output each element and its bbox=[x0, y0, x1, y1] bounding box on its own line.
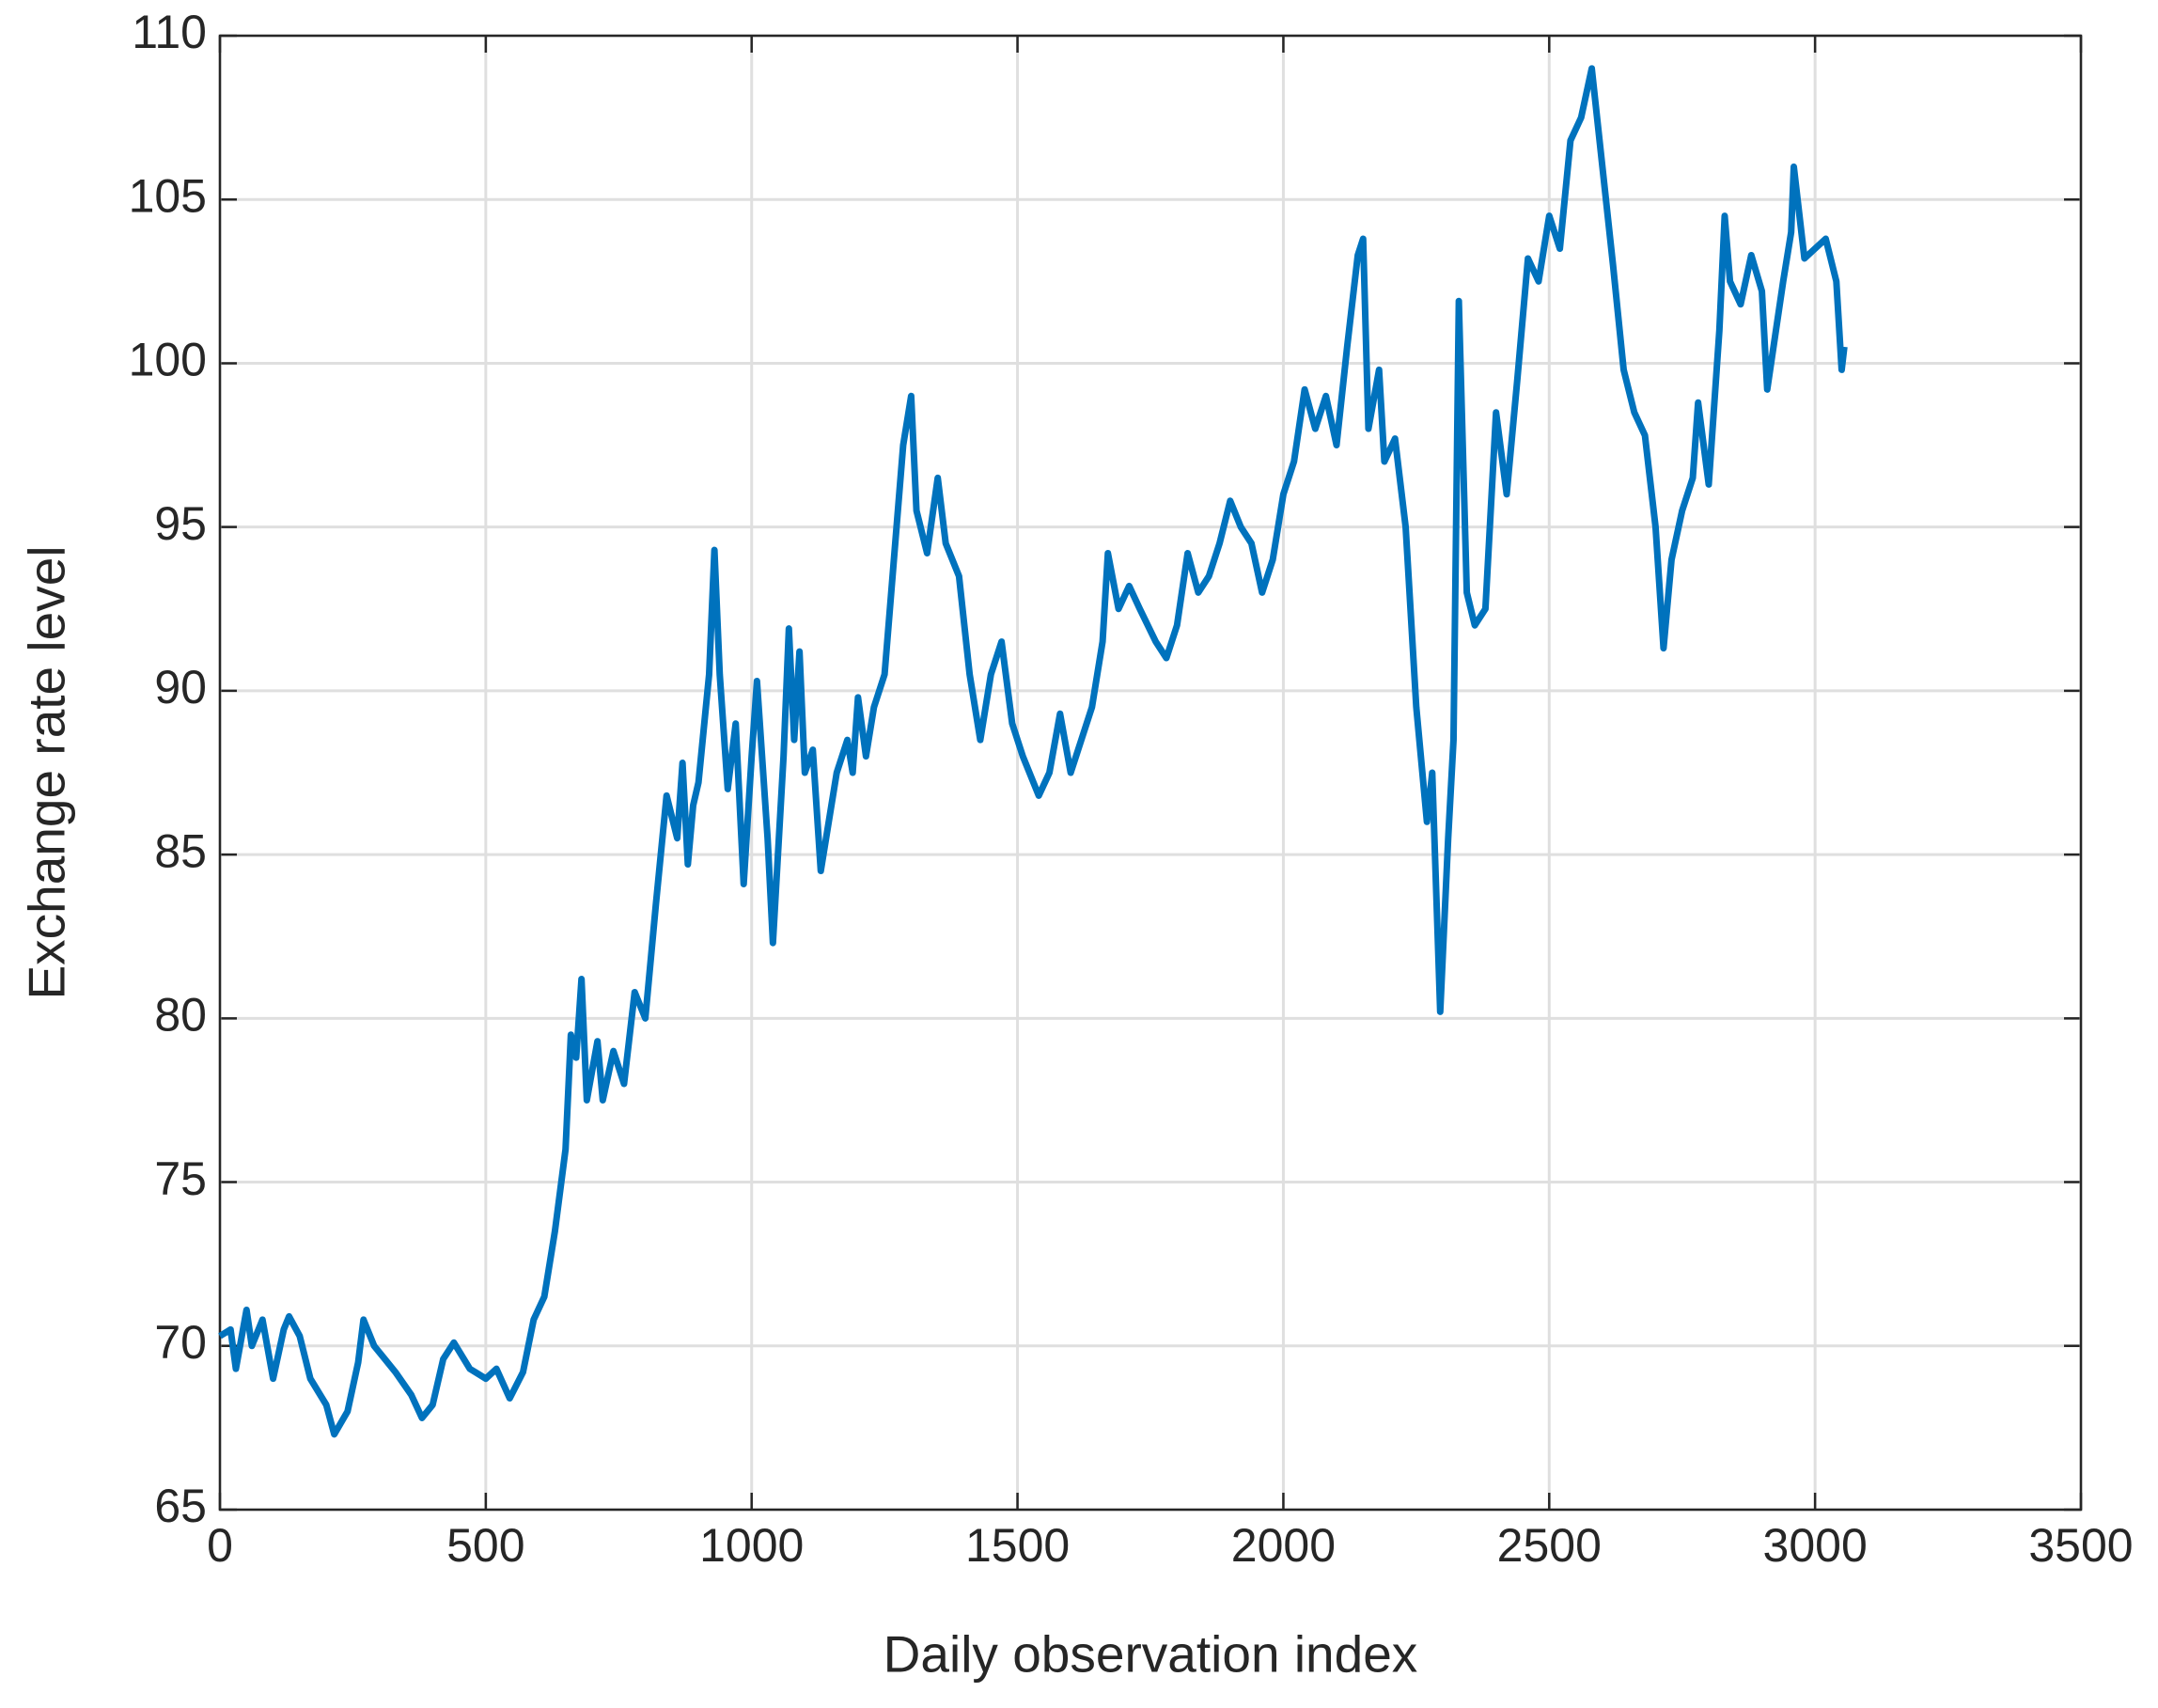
y-tick-label: 85 bbox=[154, 824, 207, 877]
x-tick-label: 0 bbox=[207, 1519, 233, 1572]
x-tick-label: 1000 bbox=[699, 1519, 804, 1572]
y-tick-label: 65 bbox=[154, 1480, 207, 1532]
plot-frame bbox=[218, 34, 2083, 1512]
y-tick-label: 95 bbox=[154, 497, 207, 550]
x-tick-label: 3000 bbox=[1763, 1519, 1868, 1572]
y-axis-label: Exchange rate level bbox=[18, 545, 76, 999]
y-tick-label: 75 bbox=[154, 1152, 207, 1205]
data-line bbox=[218, 65, 1848, 1438]
x-tick-label: 2500 bbox=[1497, 1519, 1602, 1572]
y-tick-label: 110 bbox=[132, 6, 207, 58]
y-tick-label: 90 bbox=[154, 661, 207, 713]
x-tick-label: 3500 bbox=[2028, 1519, 2133, 1572]
x-tick-label: 2000 bbox=[1231, 1519, 1336, 1572]
y-tick-label: 70 bbox=[154, 1316, 207, 1369]
y-tick-label: 80 bbox=[154, 989, 207, 1042]
x-tick-label: 1500 bbox=[965, 1519, 1070, 1572]
y-tick-label: 100 bbox=[129, 334, 207, 386]
x-tick-label: 500 bbox=[446, 1519, 524, 1572]
y-tick-label: 105 bbox=[129, 169, 207, 222]
x-axis-label: Daily observation index bbox=[884, 1625, 1418, 1684]
